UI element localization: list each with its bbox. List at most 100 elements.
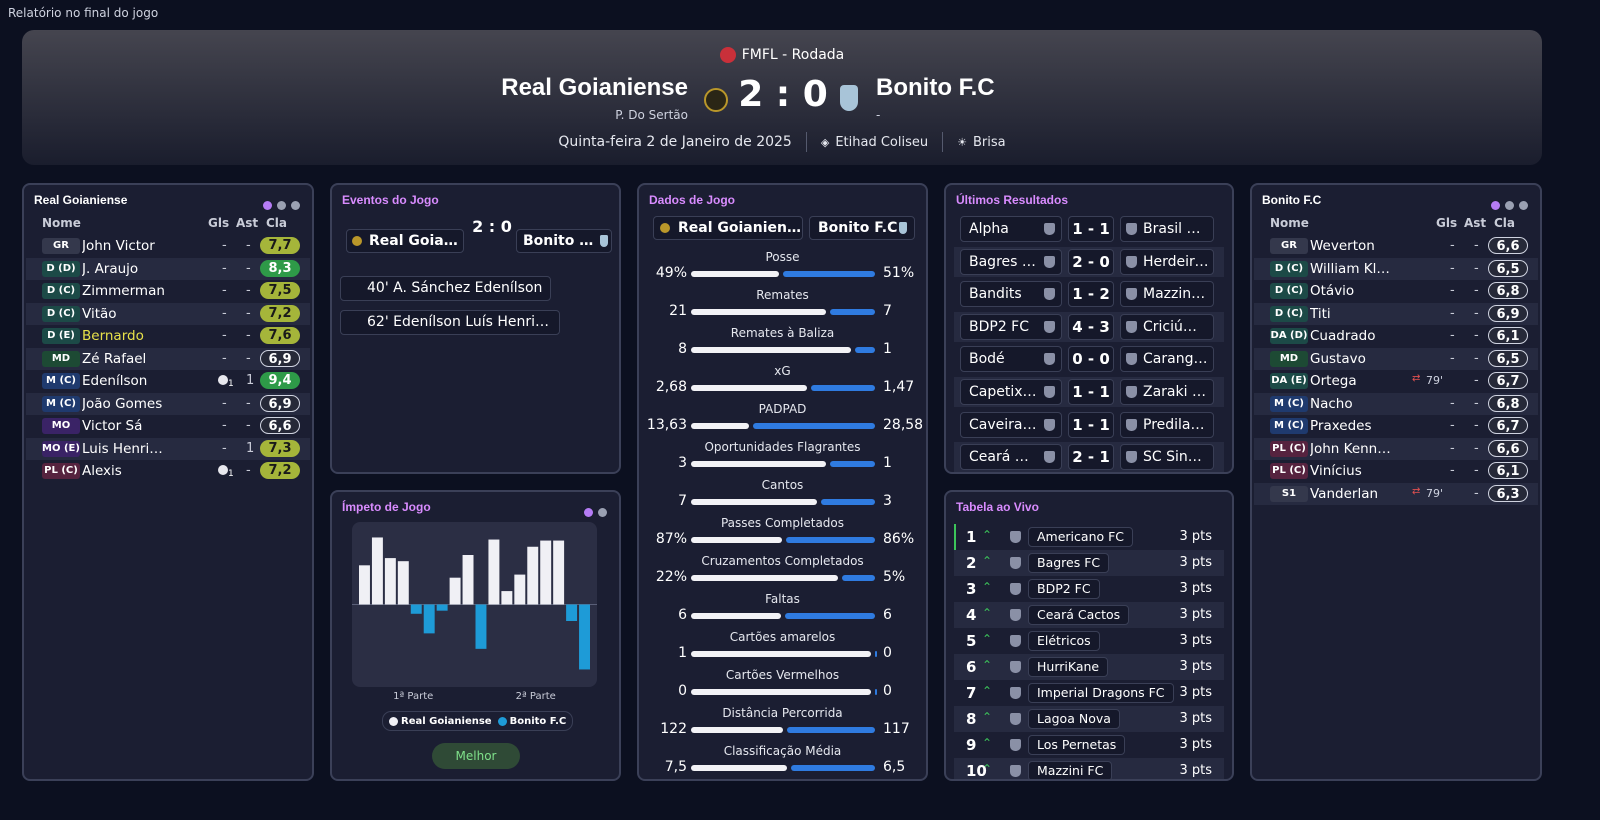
table-position: 6 [966, 658, 977, 676]
home-team-box: Real Goianiense [653, 216, 803, 240]
trend-up: ⌃ [982, 684, 993, 698]
momentum-chart [352, 537, 597, 670]
assists: 1 [246, 373, 255, 388]
best-button-label: Melhor [455, 749, 497, 763]
assists: - [246, 328, 251, 343]
player-name: Zé Rafael [82, 350, 147, 367]
player-row: D (C) Zimmerman - -7,5 [26, 280, 310, 302]
player-name: Ortega [1310, 373, 1357, 389]
goals: - [1450, 463, 1455, 478]
home-stat-bar [691, 575, 838, 581]
player-name: Vanderlan [1310, 485, 1379, 502]
home-momentum-bar [501, 591, 513, 605]
stat-name: Cartões Vermelhos [725, 668, 840, 682]
separator [942, 132, 944, 152]
competition: FMFL - Rodada [22, 47, 1542, 63]
assists: - [1474, 418, 1479, 433]
stat-name: Cruzamentos Completados [701, 554, 864, 568]
goals: - [222, 395, 227, 411]
sub-minute: 79' [1426, 486, 1444, 500]
home-badge [660, 223, 670, 233]
weather: Brisa [972, 134, 1006, 150]
rating-badge: 7,7 [260, 237, 300, 254]
table-row [954, 524, 1224, 550]
panel-title: Últimos Resultados [956, 193, 1069, 207]
position-badge: M (C) [1270, 418, 1308, 434]
home-stat-value: 21 [669, 303, 687, 319]
home-stat-value: 8 [678, 341, 687, 357]
home-badge [352, 236, 362, 246]
away-stat-value: 117 [883, 721, 910, 737]
player-row: MO (D)Victor Sá--6,6 [26, 415, 310, 437]
away-stat-bar [841, 575, 875, 581]
best-button[interactable]: Melhor [432, 743, 520, 769]
table-position: 8 [966, 710, 977, 728]
position-badge: D (D) [42, 260, 80, 277]
away-badge [1126, 223, 1137, 235]
column-header: Nome [42, 216, 81, 230]
stadium: Etihad Coliseu [835, 134, 929, 150]
dot [277, 201, 286, 210]
player-row: D (C) William Kl… - -6,5 [1254, 257, 1538, 280]
away-team-box: Criciúma… [1120, 313, 1214, 340]
goals: - [1450, 350, 1455, 366]
assists: - [1474, 395, 1479, 411]
stat-name: Faltas [765, 592, 800, 606]
dot [1505, 201, 1514, 210]
away-team-box: Bonito F.C [809, 216, 915, 240]
home-stat-value: 22% [655, 569, 687, 585]
assists: - [246, 305, 251, 321]
goals: 1 [228, 379, 234, 389]
trend-up: ⌃ [982, 528, 993, 542]
team-points: 3 pts [1179, 607, 1212, 622]
trend-up: ⌃ [982, 710, 993, 724]
table-position: 10 [966, 762, 987, 780]
stat-name: Remates [756, 288, 809, 302]
legend: Real Goianiense Bonito F.C [382, 711, 574, 731]
position-badge: MO (D) [42, 418, 80, 434]
column-header: Gls [208, 216, 230, 230]
away-badge [1126, 451, 1137, 464]
team-badge [1010, 531, 1021, 543]
away-momentum-bar [566, 604, 578, 621]
assists: - [1474, 238, 1479, 253]
assists: - [1474, 373, 1479, 388]
player-row: PL (C) Vinícius - -6,1 [1254, 460, 1538, 482]
momentum-panel: Ímpeto de Jogo 1ª Parte 2ª Parte Real Goian… [330, 490, 621, 781]
rating-badge: 6,9 [260, 349, 300, 367]
table-position: 4 [966, 606, 977, 624]
home-momentum-bar [553, 540, 565, 605]
player-row: GR Weverton - -6,6 [1254, 235, 1538, 257]
goals: - [222, 328, 227, 343]
home-team: Real Goianiense [501, 74, 688, 101]
stat-name: Oportunidades Flagrantes [704, 440, 861, 454]
result-score: 1 - 2 [1068, 281, 1114, 308]
team-points: 3 pts [1179, 737, 1212, 752]
competition-logo [719, 47, 736, 63]
away-stat-value: 3 [883, 493, 892, 509]
position-badge: S1 [1270, 485, 1308, 502]
player-row: M (C) Edenílson 1 1 9,4 [26, 370, 310, 392]
away-stat-value: 5% [883, 569, 906, 585]
team-badge [1010, 609, 1021, 621]
window-title: Relatório no final do jogo [8, 6, 159, 20]
assists: - [246, 418, 251, 433]
goals: - [1450, 440, 1455, 456]
home-stat-value: 122 [660, 721, 687, 737]
rating-badge: 6,7 [1488, 417, 1528, 434]
player-name: Bernardo [82, 328, 144, 344]
goals: - [1450, 305, 1455, 321]
player-row: PL (C) John Kenn… - -6,6 [1254, 437, 1538, 460]
events-panel: Eventos do Jogo Real Goianie… 2 : 0Bonito … [330, 183, 621, 474]
away-squad-panel: Bonito F.C Nome Gls Ast Cla GR Weverton - -6,6 D … [1250, 183, 1542, 781]
home-stat-bar [691, 347, 851, 353]
assists: - [1474, 328, 1479, 343]
away-badge [1126, 255, 1137, 268]
away-badge [1126, 418, 1137, 431]
position-badge: PL (C) [1270, 440, 1308, 457]
home-stat-value: 7 [678, 493, 687, 509]
home-stat-bar [691, 613, 781, 619]
home-stat-bar [691, 537, 782, 543]
team-badge [1010, 687, 1021, 699]
